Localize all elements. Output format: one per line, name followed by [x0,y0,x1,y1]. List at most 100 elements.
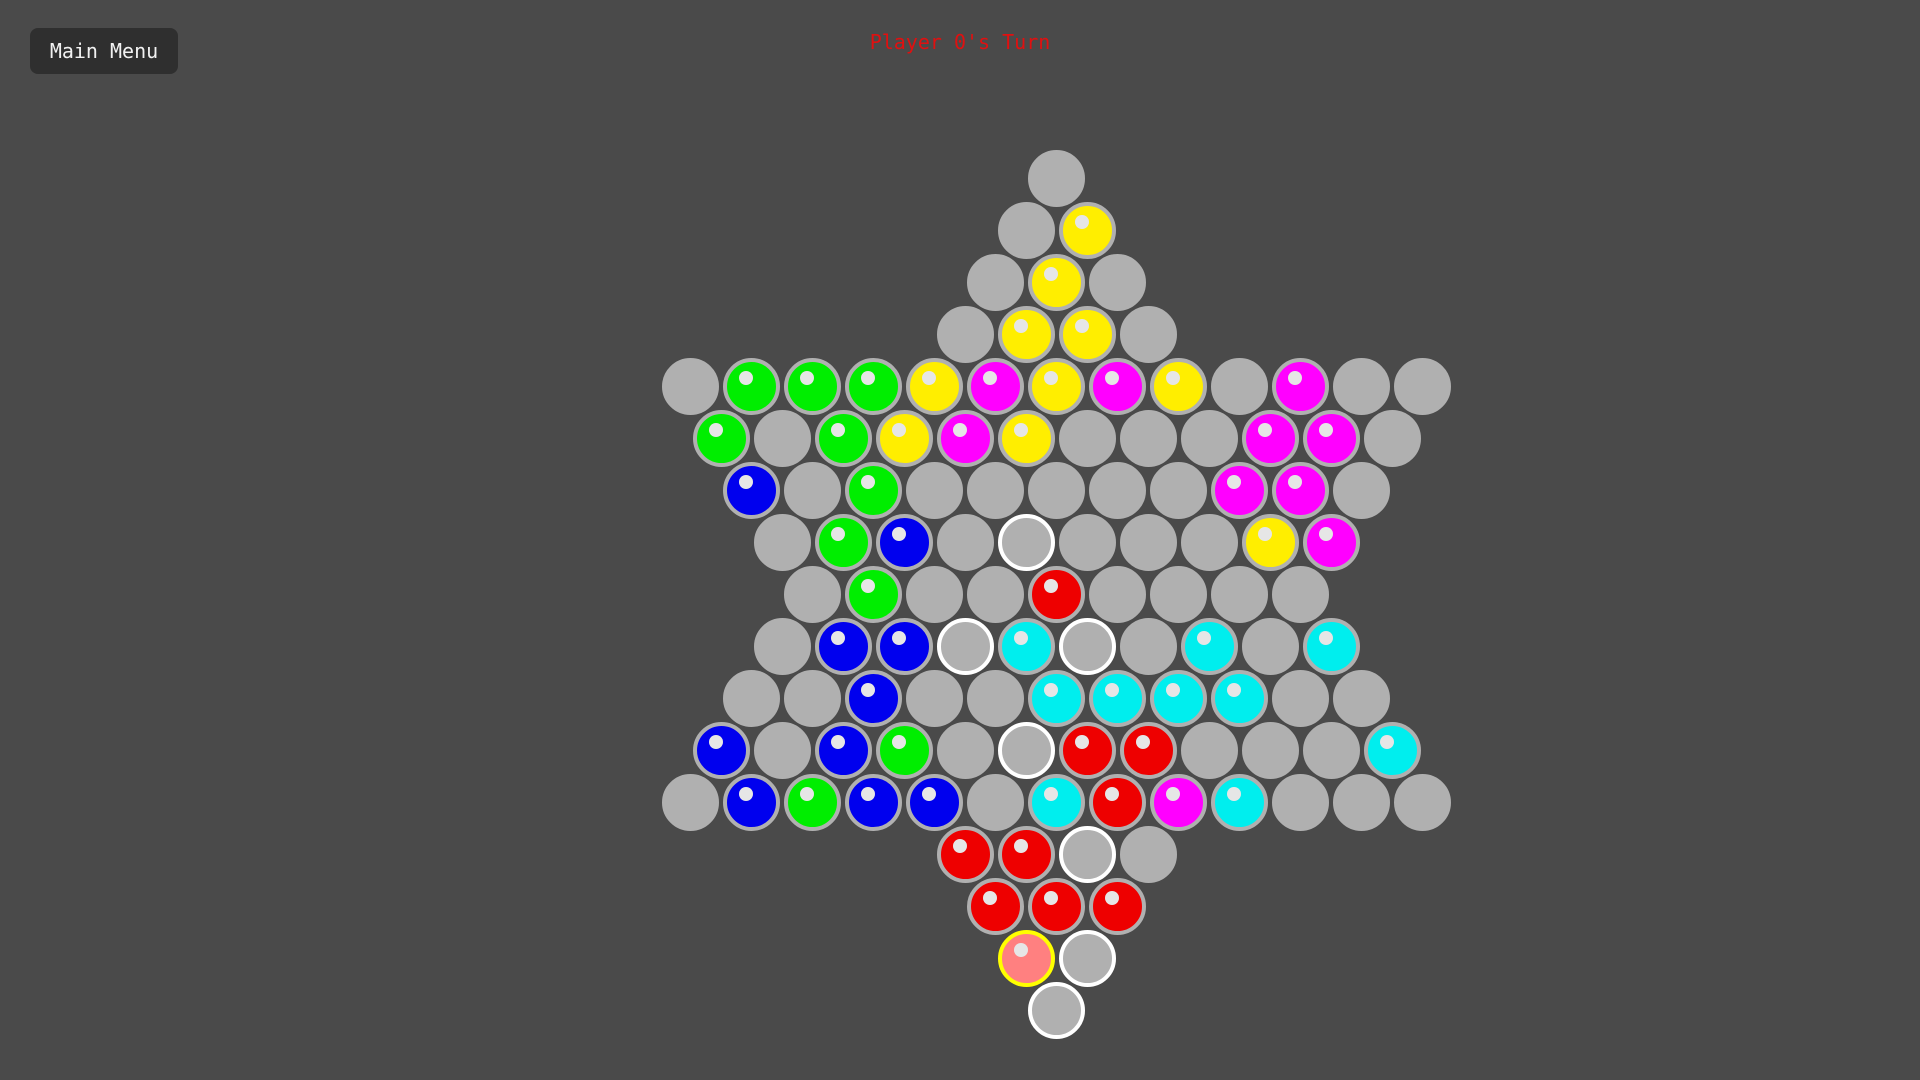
piece-blue[interactable] [875,617,933,675]
empty-cell[interactable] [1089,253,1146,311]
empty-cell[interactable] [1089,461,1146,519]
empty-cell[interactable] [753,409,811,467]
piece-red[interactable] [1119,721,1177,779]
piece-magenta[interactable] [1089,357,1146,415]
empty-cell[interactable] [1119,617,1177,675]
empty-cell[interactable] [906,461,963,519]
piece-blue[interactable] [814,721,872,779]
empty-cell[interactable] [936,513,994,571]
piece-red[interactable] [1089,877,1146,935]
empty-cell[interactable] [967,565,1024,623]
piece-blue[interactable] [814,617,872,675]
piece-magenta[interactable] [936,409,994,467]
empty-cell[interactable] [1150,565,1207,623]
piece-yellow[interactable] [1028,253,1085,311]
piece-red[interactable] [1058,721,1116,779]
move-target-cell[interactable] [1058,929,1116,987]
piece-red[interactable] [1028,565,1085,623]
piece-magenta[interactable] [1211,461,1268,519]
empty-cell[interactable] [784,669,841,727]
piece-blue[interactable] [845,773,902,831]
piece-magenta[interactable] [967,357,1024,415]
empty-cell[interactable] [1333,357,1390,415]
piece-blue[interactable] [906,773,963,831]
piece-yellow[interactable] [1150,357,1207,415]
empty-cell[interactable] [1272,565,1329,623]
empty-cell[interactable] [1272,773,1329,831]
move-target-cell[interactable] [936,617,994,675]
empty-cell[interactable] [753,721,811,779]
move-target-cell[interactable] [1028,981,1085,1039]
empty-cell[interactable] [1241,721,1299,779]
piece-cyan[interactable] [1211,669,1268,727]
piece-red[interactable] [1089,773,1146,831]
empty-cell[interactable] [1333,669,1390,727]
piece-blue[interactable] [692,721,750,779]
empty-cell[interactable] [1241,617,1299,675]
piece-cyan[interactable] [997,617,1055,675]
empty-cell[interactable] [1302,721,1360,779]
move-target-cell[interactable] [997,721,1055,779]
piece-green[interactable] [723,357,780,415]
empty-cell[interactable] [1180,513,1238,571]
selected-piece-red[interactable] [997,929,1055,987]
piece-green[interactable] [784,357,841,415]
piece-magenta[interactable] [1272,461,1329,519]
move-target-cell[interactable] [1058,617,1116,675]
piece-magenta[interactable] [1241,409,1299,467]
piece-yellow[interactable] [906,357,963,415]
piece-cyan[interactable] [1180,617,1238,675]
empty-cell[interactable] [1028,149,1085,207]
piece-cyan[interactable] [1150,669,1207,727]
empty-cell[interactable] [1272,669,1329,727]
piece-cyan[interactable] [1089,669,1146,727]
empty-cell[interactable] [967,461,1024,519]
piece-blue[interactable] [845,669,902,727]
piece-green[interactable] [784,773,841,831]
piece-red[interactable] [967,877,1024,935]
piece-yellow[interactable] [1058,201,1116,259]
piece-yellow[interactable] [1028,357,1085,415]
empty-cell[interactable] [1058,409,1116,467]
piece-green[interactable] [692,409,750,467]
empty-cell[interactable] [1394,357,1451,415]
empty-cell[interactable] [662,773,719,831]
empty-cell[interactable] [1333,461,1390,519]
empty-cell[interactable] [967,253,1024,311]
empty-cell[interactable] [967,773,1024,831]
empty-cell[interactable] [936,305,994,363]
empty-cell[interactable] [1119,409,1177,467]
move-target-cell[interactable] [1058,825,1116,883]
piece-yellow[interactable] [1241,513,1299,571]
empty-cell[interactable] [1058,513,1116,571]
empty-cell[interactable] [1333,773,1390,831]
move-target-cell[interactable] [997,513,1055,571]
empty-cell[interactable] [1211,565,1268,623]
empty-cell[interactable] [662,357,719,415]
piece-yellow[interactable] [1058,305,1116,363]
empty-cell[interactable] [784,461,841,519]
piece-green[interactable] [845,461,902,519]
empty-cell[interactable] [784,565,841,623]
piece-green[interactable] [845,357,902,415]
empty-cell[interactable] [753,513,811,571]
empty-cell[interactable] [1119,305,1177,363]
piece-magenta[interactable] [1302,409,1360,467]
empty-cell[interactable] [1180,409,1238,467]
empty-cell[interactable] [1150,461,1207,519]
piece-red[interactable] [1028,877,1085,935]
piece-red[interactable] [936,825,994,883]
piece-cyan[interactable] [1302,617,1360,675]
empty-cell[interactable] [1180,721,1238,779]
piece-green[interactable] [814,409,872,467]
empty-cell[interactable] [906,565,963,623]
empty-cell[interactable] [1394,773,1451,831]
empty-cell[interactable] [1363,409,1421,467]
piece-yellow[interactable] [997,409,1055,467]
piece-magenta[interactable] [1302,513,1360,571]
empty-cell[interactable] [753,617,811,675]
piece-cyan[interactable] [1028,669,1085,727]
piece-green[interactable] [875,721,933,779]
piece-blue[interactable] [723,773,780,831]
empty-cell[interactable] [906,669,963,727]
